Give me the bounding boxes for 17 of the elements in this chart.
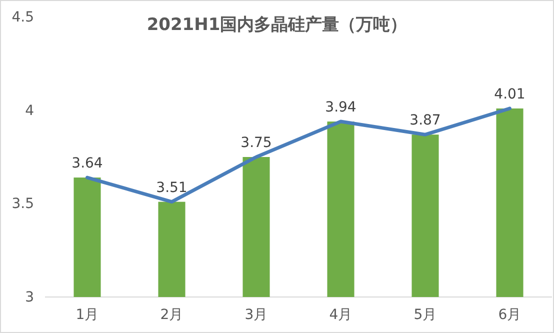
data-label: 3.51 xyxy=(156,180,188,196)
data-label: 3.75 xyxy=(240,135,272,151)
data-label: 4.01 xyxy=(494,86,526,102)
chart-title: 2021H1国内多晶硅产量（万吨） xyxy=(146,15,408,35)
y-tick-label: 4.5 xyxy=(12,9,34,26)
y-tick-label: 4 xyxy=(25,102,34,119)
data-label: 3.87 xyxy=(410,112,441,129)
x-tick-label: 1月 xyxy=(76,306,99,323)
x-tick-label: 4月 xyxy=(329,306,352,323)
data-label: 3.94 xyxy=(325,100,356,116)
x-tick-label: 2月 xyxy=(160,306,184,323)
data-label: 3.64 xyxy=(72,156,103,172)
x-tick-label: 6月 xyxy=(498,306,522,323)
x-tick-label: 5月 xyxy=(414,306,437,323)
y-tick-label: 3.5 xyxy=(12,196,34,212)
x-tick-label: 3月 xyxy=(244,306,268,323)
y-tick-label: 3 xyxy=(25,289,34,306)
